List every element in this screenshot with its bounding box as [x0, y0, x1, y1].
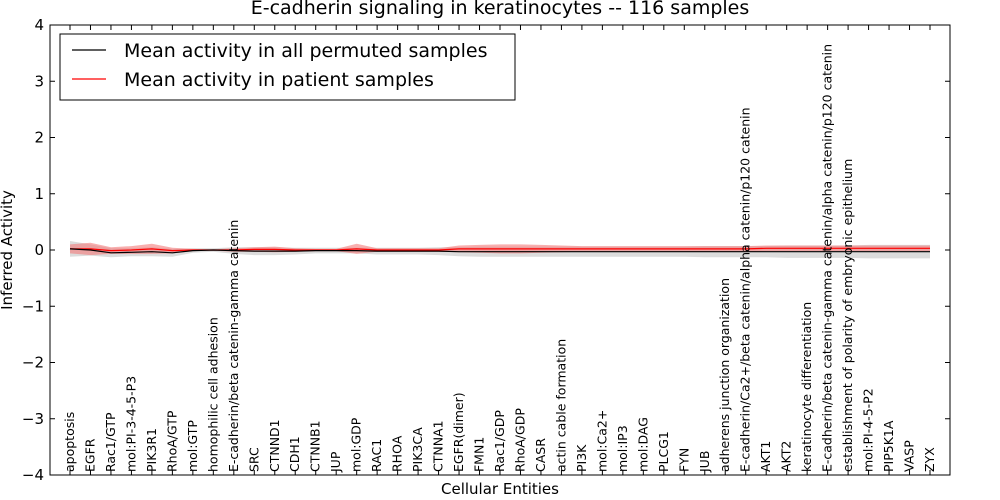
x-tick-label: PI3K — [574, 444, 589, 472]
line-series-0 — [69, 248, 930, 254]
x-tick-label: mol:PI-3-4-5-P3 — [123, 376, 138, 472]
x-tick-label: CTNNA1 — [431, 420, 446, 472]
x-tick-label: PLCG1 — [656, 431, 671, 472]
x-tick-label: PIK3R1 — [144, 428, 159, 472]
x-tick-label: FYN — [676, 448, 691, 472]
x-tick-label: mol:IP3 — [615, 425, 630, 472]
x-tick-label: AKT1 — [758, 441, 773, 472]
x-tick-label: PIP5K1A — [881, 420, 896, 472]
x-tick-label: RhoA/GDP — [512, 408, 527, 472]
x-tick-label: EGFR(dimer) — [451, 392, 466, 472]
x-tick-label: ZYX — [922, 447, 937, 472]
y-tick-label: −2 — [22, 354, 44, 372]
x-tick-label: JUB — [697, 451, 712, 473]
x-tick-label: mol:DAG — [635, 417, 650, 472]
x-tick-label: SRC — [246, 447, 261, 472]
y-tick-label: 3 — [34, 72, 44, 90]
series-lines — [69, 247, 930, 254]
x-tick-label: apoptosis — [62, 412, 77, 472]
x-tick-label: E-cadherin/beta catenin-gamma catenin — [226, 220, 241, 472]
x-tick-label: Rac1/GDP — [492, 410, 507, 472]
x-tick-label: VASP — [902, 440, 917, 472]
x-tick-label: RAC1 — [369, 439, 384, 472]
y-tick-label: 4 — [34, 16, 44, 34]
x-tick-label: mol:GTP — [185, 420, 200, 472]
y-axis: −4 −3 −2 −1 0 1 2 3 4 — [22, 16, 950, 484]
x-tick-label: RhoA/GTP — [164, 410, 179, 472]
x-axis-label: Cellular Entities — [441, 480, 559, 498]
y-tick-label: 2 — [34, 129, 44, 147]
chart-title: E-cadherin signaling in keratinocytes --… — [251, 0, 750, 19]
x-tick-label: actin cable formation — [553, 339, 568, 472]
legend-entry-0: Mean activity in all permuted samples — [124, 40, 487, 62]
x-tick-label: Rac1/GTP — [103, 412, 118, 472]
x-tick-label: CASR — [533, 438, 548, 472]
x-tick-label: E-cadherin/Ca2+/beta catenin/alpha caten… — [738, 107, 753, 472]
y-tick-label: −3 — [22, 410, 44, 428]
x-tick-label: EGFR — [82, 438, 97, 472]
x-tick-label: establishment of polarity of embryonic e… — [840, 159, 855, 472]
y-tick-label: −4 — [22, 466, 44, 484]
x-tick-label: adherens junction organization — [717, 278, 732, 472]
x-tick-label: CTNND1 — [267, 419, 282, 472]
x-tick-label: PIK3CA — [410, 427, 425, 472]
x-axis: apoptosis EGFR Rac1/GTP mol:PI-3-4-5-P3 PIK3… — [62, 25, 937, 475]
x-tick-label: homophilic cell adhesion — [205, 317, 220, 472]
x-tick-label: E-cadherin/beta catenin-gamma catenin/al… — [820, 44, 835, 472]
x-tick-label: AKT2 — [779, 441, 794, 472]
x-tick-label: CDH1 — [287, 436, 302, 472]
legend: Mean activity in all permuted samples Mea… — [59, 33, 516, 101]
x-tick-label: mol:Ca2+ — [594, 410, 609, 472]
y-tick-label: −1 — [22, 297, 44, 315]
x-tick-label: keratinocyte differentiation — [799, 302, 814, 472]
x-tick-label: CTNNB1 — [308, 420, 323, 472]
x-tick-label: FMN1 — [472, 437, 487, 472]
y-tick-label: 0 — [34, 241, 44, 259]
y-axis-label: Inferred Activity — [0, 190, 16, 310]
x-tick-label: RHOA — [390, 435, 405, 472]
x-tick-label: JUP — [328, 451, 343, 473]
legend-entry-1: Mean activity in patient samples — [124, 69, 434, 91]
y-tick-label: 1 — [34, 185, 44, 203]
legend-box — [59, 33, 516, 101]
x-tick-label: mol:GDP — [349, 417, 364, 472]
x-tick-label: mol:PI-4-5-P2 — [861, 388, 876, 472]
